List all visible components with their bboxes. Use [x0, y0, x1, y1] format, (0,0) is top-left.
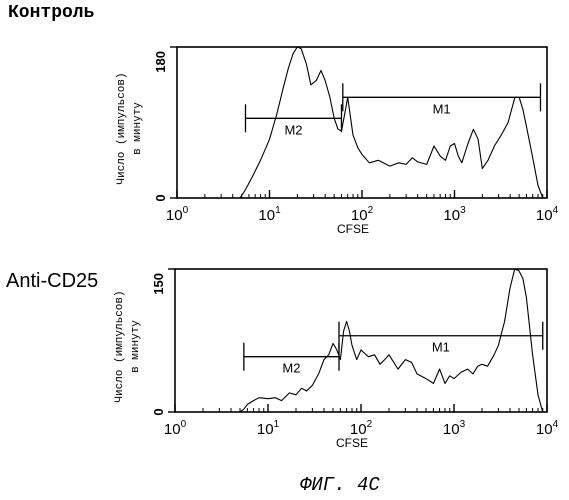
gate-label: M1	[432, 340, 450, 355]
x-tick-label: 104	[536, 419, 559, 438]
y-tick-label: 150	[151, 273, 166, 295]
x-axis-label: CFSE	[337, 222, 369, 236]
x-tick-label: 101	[257, 419, 280, 438]
x-tick-label: 102	[350, 419, 373, 438]
panel-title-anti-cd25: Anti-CD25	[6, 270, 99, 292]
panel-title-control: Контроль	[8, 3, 95, 23]
plot-frame	[176, 46, 548, 199]
y-tick-label: 180	[153, 51, 168, 73]
x-tick-label: 100	[164, 419, 187, 438]
y-axis-label: Число (импульсов)	[114, 290, 126, 402]
y-tick-label: 0	[153, 194, 168, 201]
x-tick-label: 103	[443, 205, 466, 224]
gate-m1: M1	[338, 321, 544, 355]
histogram-line	[239, 268, 544, 413]
x-tick-label: 103	[443, 419, 466, 438]
histogram-panel-2: 100 101 102 103 104 0 150 Число (импульсов) в ми…	[114, 268, 559, 450]
gate-label: M2	[282, 361, 300, 376]
x-tick-label: 104	[536, 205, 559, 224]
figure-caption: ФИГ. 4C	[300, 474, 380, 496]
histogram-panel-1: 100 101 102 103 104 0 180 Число (импульсов) в ми…	[116, 46, 559, 236]
y-tick-label: 0	[151, 408, 166, 415]
gate-m1: M1	[342, 83, 542, 116]
gate-label: M2	[284, 122, 302, 137]
x-tick-label: 100	[166, 205, 189, 224]
gate-label: M1	[433, 101, 451, 116]
gate-m2: M2	[244, 104, 343, 137]
x-axis-label: CFSE	[336, 436, 368, 450]
histogram-line	[239, 46, 544, 199]
x-tick-label: 101	[258, 205, 281, 224]
plot-frame	[174, 268, 548, 413]
x-tick-label: 102	[351, 205, 374, 224]
y-axis-label: в минуту	[132, 102, 144, 155]
y-axis-label: в минуту	[130, 320, 142, 373]
y-axis-label: Число (импульсов)	[116, 72, 128, 184]
